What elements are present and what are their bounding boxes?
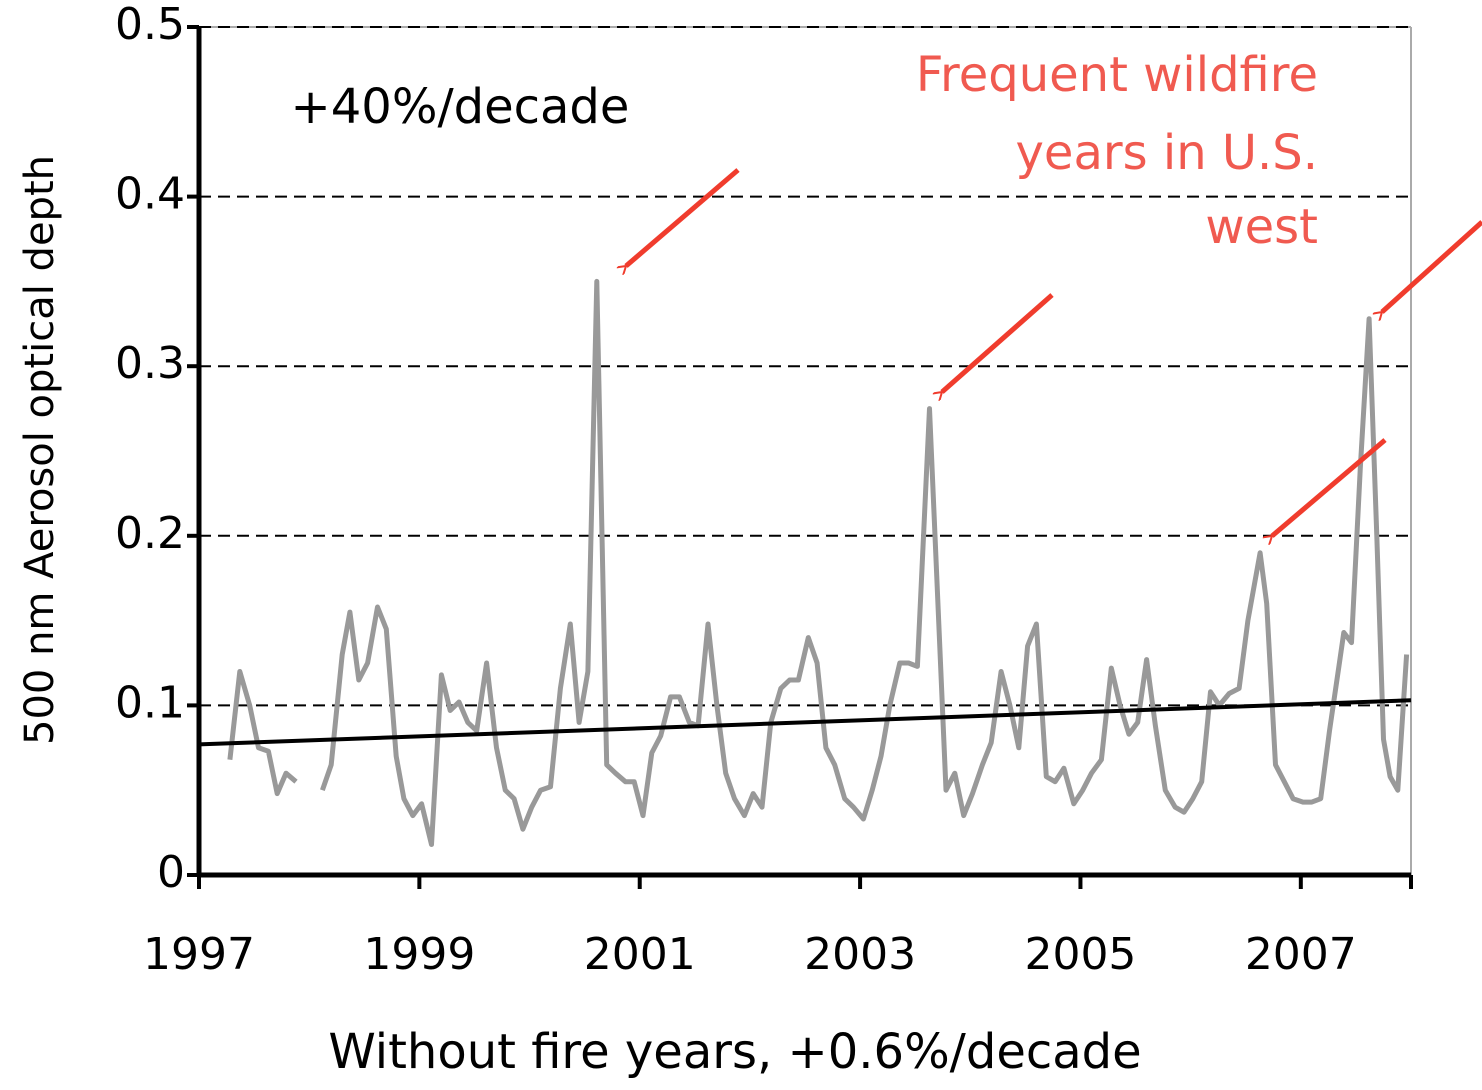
y-tick-label: 0.3 (115, 338, 185, 389)
plot (196, 27, 1412, 878)
x-tick-label: 1999 (363, 929, 475, 980)
wildfire-note: Frequent wildfire years in U.S. west (916, 47, 1318, 255)
note-line: Frequent wildfire (916, 47, 1318, 103)
arrow (626, 168, 740, 266)
arrow (1272, 438, 1387, 536)
x-tick-label: 2005 (1024, 929, 1136, 980)
annotation: +40%/decade (291, 79, 630, 135)
note-line: years in U.S. (1016, 125, 1318, 181)
y-tick-label: 0.5 (115, 0, 185, 50)
arrow (942, 293, 1054, 392)
y-axis-label: 500 nm Aerosol optical depth (17, 155, 63, 745)
arrow (1382, 220, 1482, 312)
y-tick-label: 0.2 (115, 508, 185, 559)
series-line (198, 698, 1412, 747)
y-tick-label: 0 (157, 847, 185, 898)
x-axis-label: Without fire years, +0.6%/decade (328, 1024, 1141, 1080)
series-line (227, 278, 1410, 847)
note-line: west (1205, 199, 1318, 255)
arrows (626, 168, 1482, 536)
x-tick-label: 1997 (143, 929, 255, 980)
y-tick-label: 0.1 (115, 677, 185, 728)
x-tick-label: 2001 (584, 929, 696, 980)
y-tick-label: 0.4 (115, 169, 185, 220)
x-tick-label: 2007 (1245, 929, 1357, 980)
x-tick-label: 2003 (804, 929, 916, 980)
